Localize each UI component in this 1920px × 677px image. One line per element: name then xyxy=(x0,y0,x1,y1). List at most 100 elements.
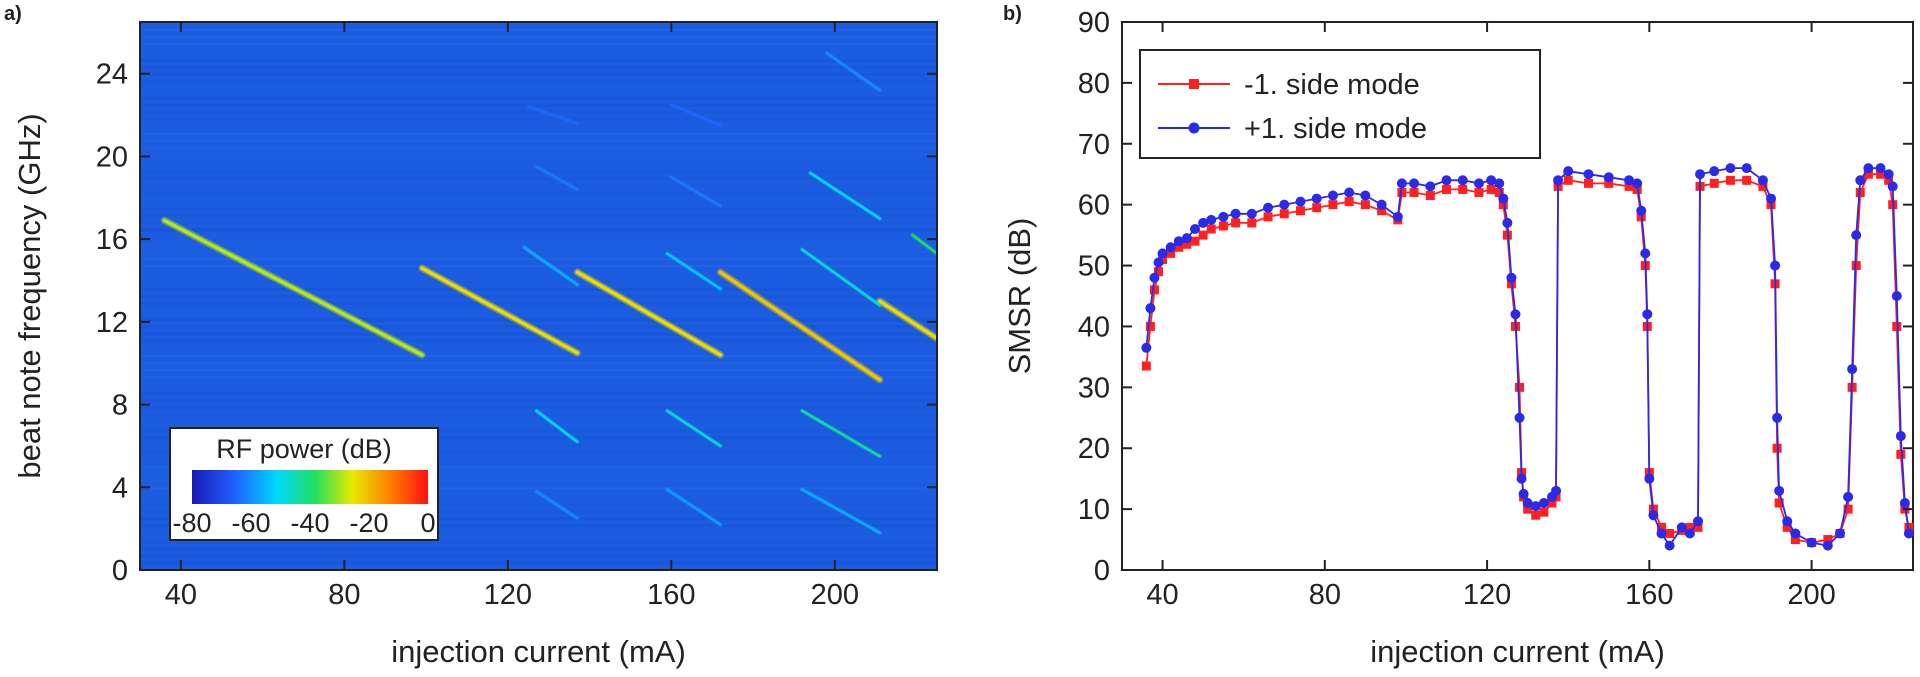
data-point xyxy=(1772,412,1783,423)
data-point xyxy=(1665,528,1675,538)
data-point xyxy=(1624,181,1634,191)
y-axis-title-a: beat note frequency (GHz) xyxy=(12,113,47,478)
x-tick-label: 120 xyxy=(484,579,532,611)
noise-streak xyxy=(140,170,937,173)
legend-item: -1. side mode xyxy=(1158,69,1420,101)
data-point xyxy=(1896,449,1906,459)
data-point xyxy=(1182,239,1192,249)
data-point xyxy=(1494,187,1504,197)
y-tick-label: 50 xyxy=(1078,251,1110,283)
y-tick-label: 70 xyxy=(1078,129,1110,161)
data-point xyxy=(1539,507,1549,517)
noise-streak xyxy=(140,214,937,218)
data-point xyxy=(1684,528,1695,539)
noise-streak xyxy=(140,376,937,378)
plot-frame-a xyxy=(139,21,938,571)
data-point xyxy=(1442,184,1452,194)
noise-streak xyxy=(140,96,937,100)
y-tick-label: 24 xyxy=(96,59,128,91)
heatmap-trace xyxy=(801,488,881,534)
legend: -1. side mode +1. side mode xyxy=(1139,49,1541,159)
data-point xyxy=(1246,208,1257,219)
noise-streak xyxy=(140,332,937,336)
data-point xyxy=(1523,504,1533,514)
heatmap-trace xyxy=(809,172,881,220)
data-point xyxy=(1494,178,1505,189)
data-point xyxy=(1790,528,1801,539)
data-point xyxy=(1344,187,1355,198)
data-point xyxy=(1409,187,1419,197)
x-axis-title-b: injection current (mA) xyxy=(1370,634,1665,669)
y-tick-label: 20 xyxy=(1078,433,1110,465)
heatmap-trace xyxy=(420,266,580,355)
x-tick-label: 40 xyxy=(165,579,197,611)
data-point xyxy=(1774,498,1784,508)
noise-streak xyxy=(140,73,937,76)
noise-streak xyxy=(140,318,937,322)
data-point xyxy=(1396,178,1407,189)
x-tick-label: 160 xyxy=(647,579,695,611)
x-ticks-a: 40 80 120 160 200 xyxy=(165,22,859,611)
data-point xyxy=(1328,200,1338,210)
data-point xyxy=(1843,504,1853,514)
series-1 xyxy=(1141,163,1914,551)
data-point xyxy=(1538,498,1549,509)
noise-streak xyxy=(140,466,937,468)
data-point xyxy=(1891,291,1902,301)
data-point xyxy=(1311,193,1322,204)
y-tick-label: 12 xyxy=(96,307,128,339)
data-point xyxy=(1153,257,1164,268)
data-point xyxy=(1657,522,1667,532)
data-point xyxy=(1181,233,1192,244)
data-point xyxy=(1851,261,1861,271)
noise-streak xyxy=(140,80,937,83)
data-point xyxy=(1218,211,1229,222)
y-tick-label: 90 xyxy=(1078,7,1110,39)
y-tick-label: 16 xyxy=(96,224,128,256)
noise-streak xyxy=(140,399,937,402)
data-point xyxy=(1640,248,1651,259)
y-tick-label: 0 xyxy=(112,555,128,587)
data-point xyxy=(1145,303,1156,314)
data-point xyxy=(1551,485,1562,496)
noise-streak xyxy=(140,473,937,475)
noise-streak xyxy=(140,406,937,409)
legend-box xyxy=(1139,49,1541,159)
y-ticks-b: 0 10 20 30 40 50 60 70 80 90 xyxy=(1078,7,1913,587)
legend-item: +1. side mode xyxy=(1158,113,1427,145)
data-point xyxy=(1263,202,1274,213)
legend-marker xyxy=(1189,79,1199,89)
noise-streak xyxy=(140,547,937,551)
data-point xyxy=(1757,175,1768,186)
data-point xyxy=(1709,166,1720,177)
data-point xyxy=(1327,190,1338,201)
heatmap-trace xyxy=(666,252,722,290)
data-point xyxy=(1664,540,1675,551)
data-point xyxy=(1847,364,1858,375)
noise-streak xyxy=(140,117,937,121)
noise-streak xyxy=(140,265,937,267)
data-point xyxy=(1377,206,1387,216)
colorbar-tick-label: -80 xyxy=(172,508,211,538)
data-point xyxy=(1154,267,1164,277)
heatmap-trace xyxy=(666,488,722,526)
data-point xyxy=(1141,342,1152,353)
x-tick-label: 80 xyxy=(328,579,360,611)
noise-streak xyxy=(140,140,937,142)
noise-streak xyxy=(140,325,937,329)
data-point xyxy=(1206,224,1216,234)
data-point xyxy=(1693,516,1704,527)
data-point xyxy=(1149,285,1159,295)
noise-streak xyxy=(140,221,937,225)
data-point xyxy=(1174,242,1184,252)
noise-streak xyxy=(140,29,937,31)
heatmap-trace xyxy=(535,490,579,520)
data-point xyxy=(1360,190,1371,201)
legend-items: -1. side mode +1. side mode xyxy=(1158,69,1427,145)
x-axis-title-a: injection current (mA) xyxy=(391,634,686,669)
heatmap-trace xyxy=(670,103,722,127)
noise-streak xyxy=(140,540,937,544)
heatmap-trace xyxy=(878,299,937,341)
noise-streak xyxy=(140,147,937,149)
y-tick-label: 20 xyxy=(96,141,128,173)
